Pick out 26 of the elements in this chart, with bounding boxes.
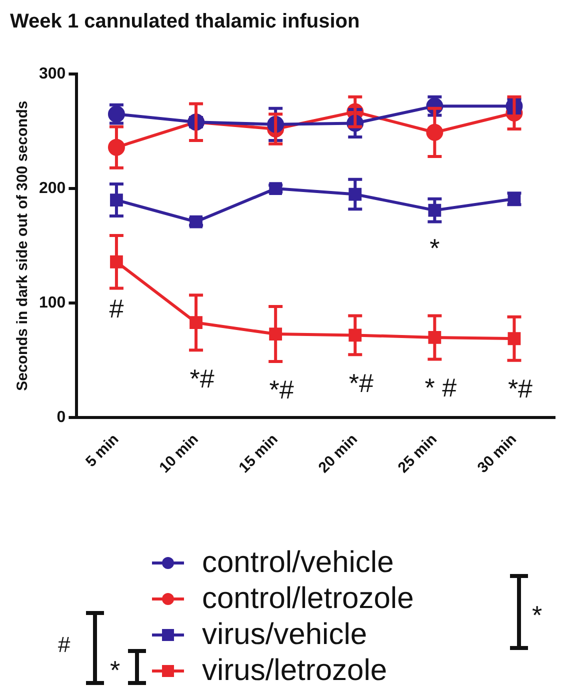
- x-tick-label: 25 min: [394, 430, 440, 476]
- y-tick-label: 300: [38, 65, 66, 82]
- x-tick-label: 30 min: [474, 430, 520, 476]
- legend-label: control/letrozole: [202, 582, 414, 616]
- annotation: *#: [348, 368, 374, 398]
- y-tick-label: 200: [38, 180, 66, 197]
- text: #: [58, 632, 70, 658]
- legend-label: virus/vehicle: [202, 618, 368, 652]
- x-tick-label: 15 min: [236, 430, 282, 476]
- y-tick-label: 100: [38, 294, 66, 312]
- annotation: #: [109, 293, 124, 324]
- annotation: * #: [424, 372, 458, 402]
- legend-label: virus/letrozole: [202, 654, 388, 688]
- text: *: [532, 600, 542, 631]
- annotation: *#: [508, 374, 534, 404]
- annotation: *: [430, 232, 440, 263]
- y-tick-label: 0: [56, 409, 66, 426]
- x-tick-label: 10 min: [156, 430, 202, 476]
- y-axis-title: Seconds in dark side out of 300 seconds: [14, 100, 32, 391]
- chart-title: Week 1 cannulated thalamic infusion: [10, 10, 360, 33]
- text: *: [110, 655, 120, 686]
- x-tick-label: 20 min: [315, 430, 361, 476]
- annotation: *#: [269, 374, 294, 405]
- annotation: *#: [190, 363, 215, 394]
- legend-label: control/vehicle: [202, 546, 394, 580]
- x-tick-label: 5 min: [82, 430, 122, 470]
